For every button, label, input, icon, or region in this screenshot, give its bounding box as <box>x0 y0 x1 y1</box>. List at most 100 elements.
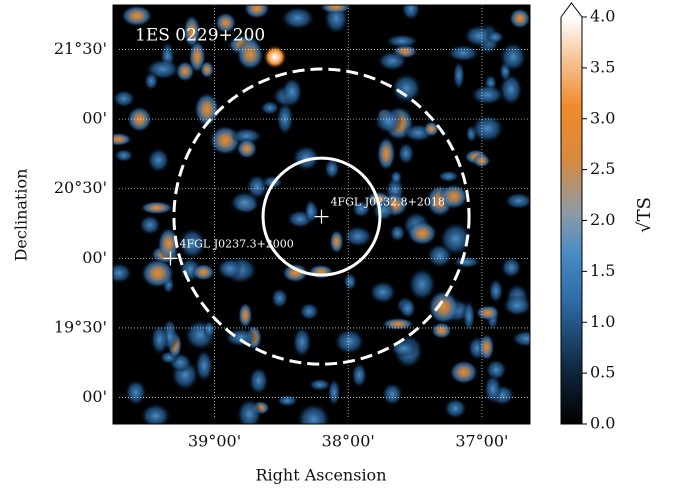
y-tick-label: 00' <box>82 387 107 406</box>
ts-blob <box>271 288 289 309</box>
ts-blob <box>114 149 134 163</box>
ts-blob <box>263 45 287 69</box>
ts-blob <box>308 264 334 279</box>
x-tick-label: 39°00' <box>188 432 241 451</box>
colorbar-tick-label: 2.0 <box>590 210 615 229</box>
ts-blob <box>437 170 459 182</box>
ts-blob <box>147 147 170 173</box>
ts-blob <box>431 322 452 339</box>
ts-blob <box>140 258 174 288</box>
ts-blob <box>444 398 468 419</box>
colorbar-tick-label: 1.5 <box>590 261 615 280</box>
y-tick-label: 20°30' <box>54 178 107 197</box>
ts-blob <box>343 272 357 291</box>
x-axis-label: Right Ascension <box>256 466 387 485</box>
ts-blob <box>320 1 352 13</box>
y-tick-label: 00' <box>82 248 107 267</box>
ts-blob <box>276 394 298 407</box>
map-area <box>104 0 542 436</box>
x-tick-label: 38°00' <box>322 432 375 451</box>
ts-blob <box>381 383 403 406</box>
source-label: 4FGL J0237.3+2000 <box>179 237 293 250</box>
colorbar-label: √TS <box>634 197 655 233</box>
colorbar-tick-label: 0.5 <box>590 363 615 382</box>
ts-blob <box>484 374 502 405</box>
ts-blob <box>377 51 408 72</box>
ts-blob <box>229 191 260 215</box>
ts-blob <box>216 258 242 280</box>
colorbar-extend <box>561 3 582 17</box>
ts-blob <box>280 6 315 30</box>
ts-blob <box>502 295 533 317</box>
ts-blob <box>299 302 320 321</box>
ts-blob <box>390 340 418 357</box>
ts-blob <box>475 305 500 321</box>
ts-blob <box>397 142 414 165</box>
ts-blob <box>329 229 343 254</box>
y-tick-label: 21°30' <box>54 39 107 58</box>
ts-blob <box>195 349 214 383</box>
ts-blob <box>408 267 437 301</box>
ts-blob <box>121 5 153 27</box>
chart-title: 1ES 0229+200 <box>135 26 265 46</box>
ts-blob <box>407 221 438 246</box>
ts-blob <box>140 403 171 429</box>
ts-blob <box>140 201 174 214</box>
ts-blob <box>423 121 439 137</box>
ts-blob <box>112 90 136 108</box>
colorbar <box>561 17 582 424</box>
y-tick-label: 00' <box>82 109 107 128</box>
ts-blob <box>470 114 505 143</box>
ts-blob <box>304 199 317 224</box>
ts-blob <box>501 256 522 278</box>
ts-blob <box>399 299 416 319</box>
ts-blob <box>200 61 214 79</box>
ts-blob <box>276 101 294 135</box>
ts-blob <box>449 360 478 385</box>
ts-blob <box>470 84 505 105</box>
colorbar-tick-label: 3.0 <box>590 108 615 127</box>
ts-blob <box>488 278 503 304</box>
ts-blob <box>127 106 153 133</box>
ts-blob <box>452 256 481 268</box>
ts-blob <box>509 8 531 29</box>
ts-blob <box>248 366 268 395</box>
colorbar-tick-label: 1.0 <box>590 312 615 331</box>
ts-blob <box>390 224 406 242</box>
ts-blob <box>292 326 311 359</box>
y-axis-label: Declination <box>12 169 31 262</box>
ts-blob <box>390 72 422 104</box>
ts-blob <box>203 320 215 338</box>
y-tick-label: 19°30' <box>54 317 107 336</box>
ts-blob <box>385 34 419 48</box>
ts-blob <box>238 302 252 328</box>
ts-blob <box>377 136 396 171</box>
ts-blob <box>351 362 367 388</box>
colorbar-tick-label: 4.0 <box>590 7 615 26</box>
ts-blob <box>504 192 534 209</box>
ts-blob <box>478 333 494 361</box>
source-label: 4FGL J0232.8+2018 <box>331 196 445 209</box>
ts-blob <box>499 41 527 72</box>
colorbar-tick-label: 2.5 <box>590 159 615 178</box>
ts-blob <box>390 170 402 185</box>
ts-blob <box>327 378 340 407</box>
ts-blob <box>192 264 216 281</box>
ts-blob <box>446 44 480 62</box>
ts-blob <box>236 398 262 431</box>
colorbar-tick-label: 3.5 <box>590 57 615 76</box>
ts-blob <box>105 262 133 284</box>
ts-blob <box>373 108 403 134</box>
ts-blob <box>486 30 505 43</box>
x-tick-label: 37°00' <box>455 432 508 451</box>
ts-blob <box>236 138 257 159</box>
ts-blob <box>511 330 542 348</box>
ts-blob <box>139 215 162 236</box>
ts-blob <box>369 280 397 304</box>
ts-blob <box>343 225 374 247</box>
ts-blob <box>144 72 159 91</box>
ts-blob <box>104 133 132 146</box>
ts-blob <box>333 328 365 355</box>
ts-blob <box>125 379 148 406</box>
colorbar-tick-label: 0.0 <box>590 414 615 433</box>
